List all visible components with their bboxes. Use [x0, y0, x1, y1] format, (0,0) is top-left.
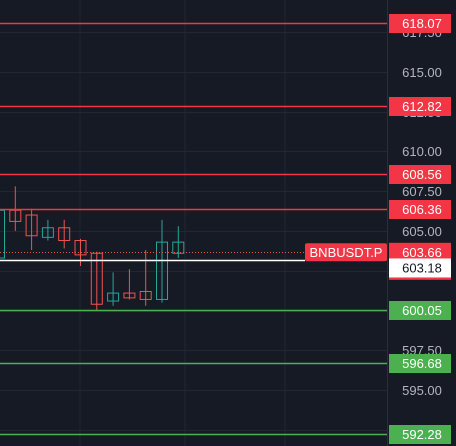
price-level-label: 612.82: [402, 99, 442, 114]
symbol-tag: [305, 243, 387, 262]
candle-body: [58, 227, 71, 242]
candle-body: [172, 241, 185, 254]
candle-body: [9, 209, 22, 222]
last-price-label: 603.66: [402, 245, 442, 260]
price-tick-label: 605.00: [402, 224, 442, 239]
price-tick-label: 595.00: [402, 383, 442, 398]
candle-body: [123, 292, 136, 299]
price-tick-label: 615.00: [402, 65, 442, 80]
price-level-label: 606.36: [402, 202, 442, 217]
symbol-label: BNBUSDT.P: [310, 245, 383, 260]
candle-body: [90, 252, 103, 305]
bid-price-label: 603.18: [402, 260, 442, 275]
price-level-lines[interactable]: [0, 22, 387, 436]
price-level-label: 608.56: [402, 167, 442, 182]
candle-body: [74, 240, 87, 256]
candle-body: [156, 241, 168, 300]
price-level-badge: [389, 200, 451, 219]
price-level-label: 600.05: [402, 303, 442, 318]
price-tick-label: 607.50: [402, 184, 442, 199]
candle-body: [107, 292, 120, 302]
price-level-label: 596.68: [402, 356, 442, 371]
chart-grid: [0, 0, 388, 446]
price-level-badge: [389, 97, 451, 116]
price-level-label: 618.07: [402, 16, 442, 31]
price-level-badge: [389, 354, 451, 373]
price-tick-label: 610.00: [402, 144, 442, 159]
price-level-badge: [389, 14, 451, 33]
candle-body: [25, 214, 38, 237]
price-axis[interactable]: 617.50615.00612.50610.00607.50605.00602.…: [305, 14, 451, 444]
candle-body: [41, 227, 54, 238]
price-level-badge: [389, 301, 451, 320]
candlestick-series: [0, 186, 185, 311]
candle-body: [139, 290, 152, 300]
candle-body: [0, 209, 5, 259]
price-level-badge: [389, 165, 451, 184]
price-level-label: 592.28: [402, 427, 442, 442]
price-level-badge: [389, 425, 451, 444]
bid-price-badge: [389, 258, 451, 278]
